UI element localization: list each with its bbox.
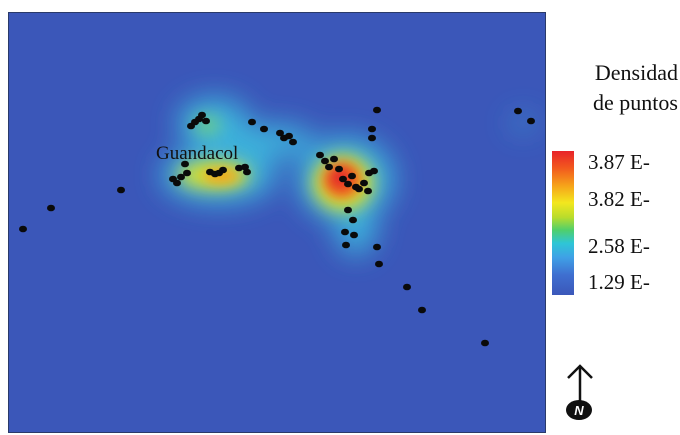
north-arrow-letter: N [574, 403, 584, 418]
point-marker [316, 151, 324, 159]
points-layer [19, 106, 535, 347]
point-marker [348, 172, 356, 180]
map-background [9, 13, 545, 432]
point-marker [368, 134, 376, 142]
point-marker [285, 132, 293, 140]
point-marker [173, 179, 181, 187]
point-marker [248, 118, 256, 126]
point-marker [321, 157, 329, 165]
point-marker [276, 129, 284, 137]
point-marker [368, 125, 376, 133]
point-marker [364, 187, 372, 195]
point-marker [349, 216, 357, 224]
point-marker [339, 175, 347, 183]
point-marker [47, 204, 55, 212]
legend-colorbar [552, 151, 574, 295]
point-marker [241, 163, 249, 171]
density-map-canvas [9, 13, 545, 432]
point-marker [373, 106, 381, 114]
point-marker [198, 111, 206, 119]
point-marker [235, 164, 243, 172]
point-marker [350, 231, 358, 239]
density-map: Guandacol [8, 12, 546, 433]
point-marker [403, 283, 411, 291]
place-label-guandacol: Guandacol [156, 143, 239, 164]
point-marker [344, 206, 352, 214]
legend-tick-1: 3.87 E- [588, 150, 650, 174]
point-marker [360, 179, 368, 187]
point-marker [514, 107, 522, 115]
point-marker [183, 169, 191, 177]
point-marker [289, 138, 297, 146]
point-marker [342, 241, 350, 249]
point-marker [341, 228, 349, 236]
point-marker [181, 160, 189, 168]
point-marker [117, 186, 125, 194]
point-marker [373, 243, 381, 251]
point-marker [370, 167, 378, 175]
legend-tick-3: 2.58 E- [588, 234, 650, 258]
point-marker [243, 168, 251, 176]
north-arrow-icon: N [566, 364, 593, 420]
point-marker [202, 117, 210, 125]
point-marker [481, 339, 489, 347]
legend-tick-2: 3.82 E- [588, 187, 650, 211]
point-marker [418, 306, 426, 314]
legend-title-line2: de puntos [593, 90, 678, 115]
point-marker [219, 166, 227, 174]
legend-title: Densidad de puntos [560, 58, 678, 118]
point-marker [527, 117, 535, 125]
point-marker [335, 165, 343, 173]
point-marker [375, 260, 383, 268]
point-marker [19, 225, 27, 233]
legend-title-line1: Densidad [594, 60, 678, 85]
legend-tick-4: 1.29 E- [588, 270, 650, 294]
point-marker [330, 155, 338, 163]
point-marker [355, 185, 363, 193]
point-marker [325, 163, 333, 171]
point-marker [177, 173, 185, 181]
point-marker [344, 180, 352, 188]
point-marker [260, 125, 268, 133]
